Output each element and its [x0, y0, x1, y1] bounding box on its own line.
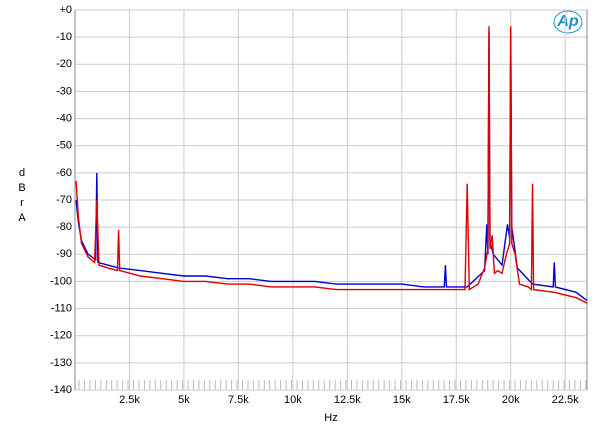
x-tick-label: 20k	[502, 394, 520, 406]
y-tick-label: -40	[56, 112, 72, 124]
spectrum-line	[75, 26, 588, 304]
x-tick-label: 7.5k	[228, 394, 249, 406]
y-tick-label: -60	[56, 167, 72, 179]
y-tick-label: -130	[50, 357, 72, 369]
x-tick-label: 17.5k	[443, 394, 470, 406]
y-tick-label: -110	[51, 302, 72, 314]
y-tick-label: -70	[56, 194, 72, 206]
x-tick-label: 10k	[284, 394, 302, 406]
y-tick-label: -100	[50, 275, 72, 287]
x-tick-label: 5k	[178, 394, 190, 406]
y-tick-label: -90	[56, 248, 72, 260]
x-tick-label: 2.5k	[119, 394, 140, 406]
y-axis-label: dBr A	[18, 167, 27, 224]
y-tick-label: -20	[56, 58, 72, 70]
y-tick-label: -30	[56, 85, 72, 97]
y-tick-label: -80	[56, 221, 72, 233]
x-tick-label: 15k	[393, 394, 411, 406]
y-tick-label: -120	[50, 330, 72, 342]
x-axis-label: Hz	[324, 412, 337, 424]
logo: Ap	[556, 13, 579, 30]
y-tick-label: -10	[56, 31, 72, 43]
y-tick-label: -50	[56, 140, 72, 152]
x-tick-label: 12.5k	[334, 394, 361, 406]
x-tick-label: 22.5k	[552, 394, 579, 406]
logo-ring	[553, 10, 583, 34]
y-tick-label: -140	[50, 384, 72, 396]
y-tick-label: +0	[59, 4, 72, 16]
